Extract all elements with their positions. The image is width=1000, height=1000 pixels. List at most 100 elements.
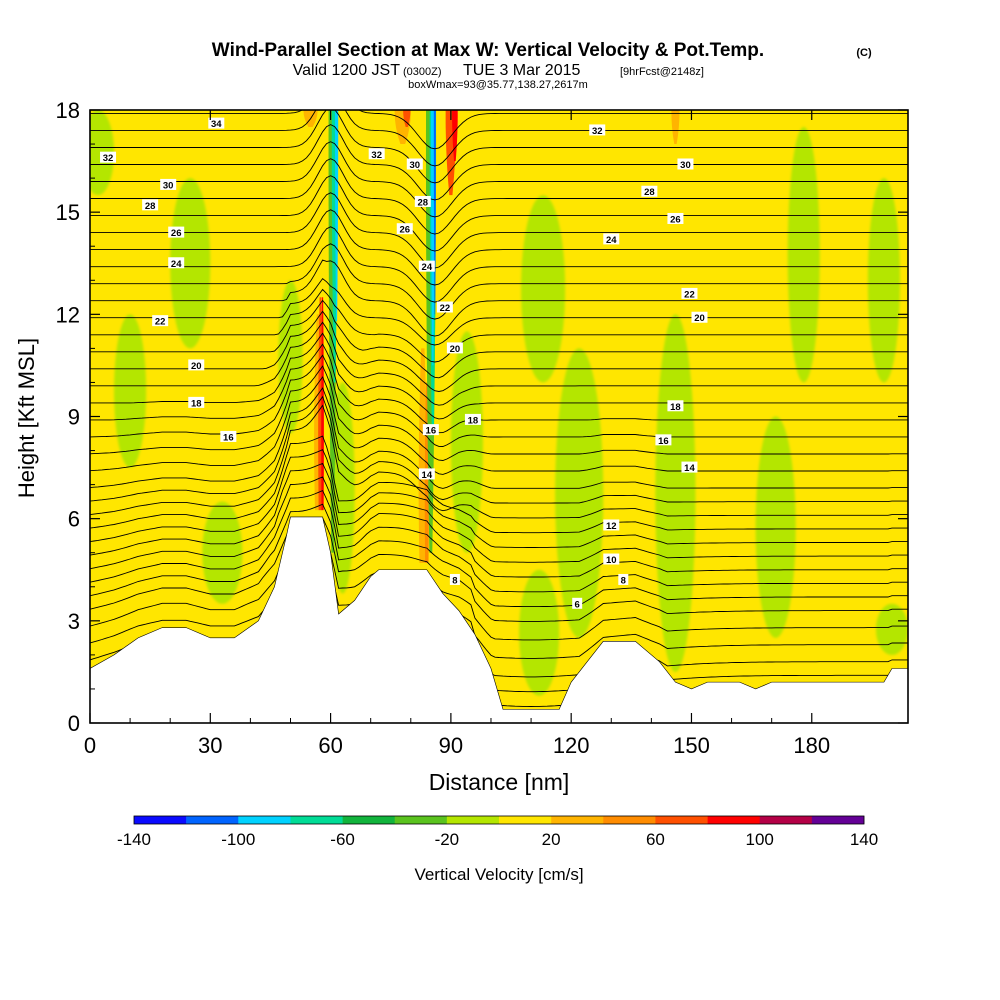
isentrope-17 bbox=[90, 376, 908, 475]
isentrope-label-23: 10 bbox=[603, 553, 620, 566]
updraft-plume-10 bbox=[671, 110, 680, 145]
isentrope-label-24: 12 bbox=[603, 519, 620, 532]
isentrope-label-text-9: 16 bbox=[223, 432, 234, 443]
isentrope-label-12: 28 bbox=[414, 195, 431, 208]
downdraft-region-12 bbox=[787, 127, 820, 383]
isentrope-label-text-31: 26 bbox=[670, 214, 681, 225]
potential-temperature-isentropes bbox=[90, 110, 908, 723]
colorbar-swatch-10 bbox=[655, 816, 708, 824]
isentrope-label-2: 30 bbox=[160, 178, 177, 191]
isentrope-label-text-21: 6 bbox=[575, 599, 580, 610]
colorbar-tick-label-4: 20 bbox=[542, 830, 561, 849]
isentrope-7 bbox=[90, 517, 908, 622]
colorbar-swatch-3 bbox=[290, 816, 343, 824]
isentrope-label-text-32: 28 bbox=[644, 187, 655, 198]
y-tick-label-15: 15 bbox=[56, 200, 80, 225]
x-tick-label-90: 90 bbox=[439, 733, 463, 758]
updraft-plume-2 bbox=[321, 297, 324, 511]
y-tick-label-12: 12 bbox=[56, 302, 80, 327]
colorbar-tick-label-7: 140 bbox=[850, 830, 878, 849]
downdraft-region-7 bbox=[519, 569, 560, 696]
isentrope-label-17: 18 bbox=[464, 413, 481, 426]
isentrope-12 bbox=[90, 449, 908, 548]
plot-area: 34 32 30 28 26 24 22 20 18 16 32 30 28 26 24 22 20 18 16 14… bbox=[90, 110, 908, 723]
chart-title: Wind-Parallel Section at Max W: Vertical… bbox=[212, 40, 764, 61]
isentrope-27 bbox=[90, 259, 908, 337]
downdraft-region-5 bbox=[330, 382, 355, 594]
x-tick-label-0: 0 bbox=[84, 733, 96, 758]
isentrope-label-text-20: 8 bbox=[452, 575, 457, 586]
isentrope-24 bbox=[90, 299, 908, 379]
isentrope-5 bbox=[90, 551, 908, 659]
isentrope-label-text-8: 18 bbox=[191, 398, 202, 409]
y-tick-label-9: 9 bbox=[68, 405, 80, 430]
isentrope-35 bbox=[90, 124, 908, 201]
x-axis-label: Distance [nm] bbox=[429, 769, 570, 795]
isentrope-label-0: 34 bbox=[208, 117, 225, 130]
subtitle-valid: Valid 1200 JST bbox=[293, 62, 401, 79]
isentrope-label-20: 8 bbox=[449, 573, 460, 586]
colorbar-tick-label-2: -60 bbox=[330, 830, 355, 849]
isentrope-22 bbox=[90, 321, 908, 406]
colorbar: -140 -100 -60 -20 20 60 100 140 bbox=[117, 815, 878, 849]
isentrope-label-31: 26 bbox=[667, 212, 684, 225]
colorbar-swatch-11 bbox=[707, 816, 761, 824]
subtitle-date: TUE 3 Mar 2015 bbox=[463, 62, 580, 79]
isentrope-label-13: 26 bbox=[396, 223, 413, 236]
colorbar-swatch-9 bbox=[603, 816, 656, 824]
subtitle-forecast: [9hrFcst@2148z] bbox=[620, 66, 704, 78]
isentrope-label-34: 32 bbox=[589, 124, 606, 137]
isentrope-38 bbox=[90, 110, 908, 150]
colorbar-tick-label-6: 100 bbox=[746, 830, 774, 849]
isentrope-15 bbox=[90, 395, 908, 504]
isentrope-label-21: 6 bbox=[572, 597, 583, 610]
isentrope-20 bbox=[90, 343, 908, 434]
isentrope-label-4: 26 bbox=[168, 226, 185, 239]
isentrope-label-text-33: 30 bbox=[680, 160, 691, 171]
isentrope-label-28: 20 bbox=[691, 311, 708, 324]
isentrope-label-19: 14 bbox=[418, 468, 435, 481]
y-tick-label-3: 3 bbox=[68, 609, 80, 634]
isentrope-14 bbox=[90, 404, 908, 519]
isentrope-21 bbox=[90, 332, 908, 420]
isentrope-label-text-3: 28 bbox=[145, 201, 156, 212]
y-tick-label-6: 6 bbox=[68, 507, 80, 532]
isentrope-33 bbox=[90, 158, 908, 235]
isentrope-label-text-14: 24 bbox=[422, 262, 433, 273]
isentrope-label-text-10: 32 bbox=[371, 150, 382, 161]
isentrope-30 bbox=[90, 209, 908, 286]
isentrope-label-25: 14 bbox=[681, 461, 698, 474]
isentrope-label-text-25: 14 bbox=[684, 463, 695, 474]
downdraft-region-9 bbox=[555, 348, 604, 638]
downdraft-region-1 bbox=[170, 178, 211, 349]
isentrope-label-33: 30 bbox=[677, 158, 694, 171]
isentrope-11 bbox=[90, 462, 908, 563]
isentrope-label-text-24: 12 bbox=[606, 521, 617, 532]
isentrope-label-text-15: 22 bbox=[440, 303, 451, 314]
isentrope-label-5: 24 bbox=[168, 257, 185, 270]
updraft-plume-7 bbox=[403, 110, 411, 128]
isentrope-label-text-34: 32 bbox=[592, 126, 603, 137]
downdraft-region-2 bbox=[114, 314, 147, 468]
isentrope-label-text-27: 18 bbox=[670, 402, 681, 413]
isentrope-label-text-19: 14 bbox=[422, 470, 433, 481]
isentrope-label-18: 16 bbox=[422, 424, 439, 437]
velocity-background bbox=[90, 110, 908, 723]
isentrope-label-text-18: 16 bbox=[426, 426, 437, 437]
y-tick-label-18: 18 bbox=[56, 98, 80, 123]
isentrope-label-text-23: 10 bbox=[606, 555, 617, 566]
isentrope-label-text-22: 8 bbox=[621, 575, 626, 586]
isentrope-10 bbox=[90, 476, 908, 578]
isentrope-label-text-30: 24 bbox=[606, 235, 617, 246]
isentrope-labels: 34 32 30 28 26 24 22 20 18 16 32 30 28 26 24 22 20 18 16 14… bbox=[100, 117, 708, 610]
colorbar-swatch-7 bbox=[499, 816, 552, 824]
downdraft-region-4 bbox=[278, 280, 303, 434]
isentrope-label-text-29: 22 bbox=[684, 289, 695, 300]
isentrope-label-27: 18 bbox=[667, 400, 684, 413]
downdraft-region-6 bbox=[450, 331, 483, 553]
colorbar-tick-label-1: -100 bbox=[221, 830, 255, 849]
isentrope-label-15: 22 bbox=[436, 301, 453, 314]
isentrope-label-text-5: 24 bbox=[171, 259, 182, 270]
isentrope-25 bbox=[90, 288, 908, 363]
